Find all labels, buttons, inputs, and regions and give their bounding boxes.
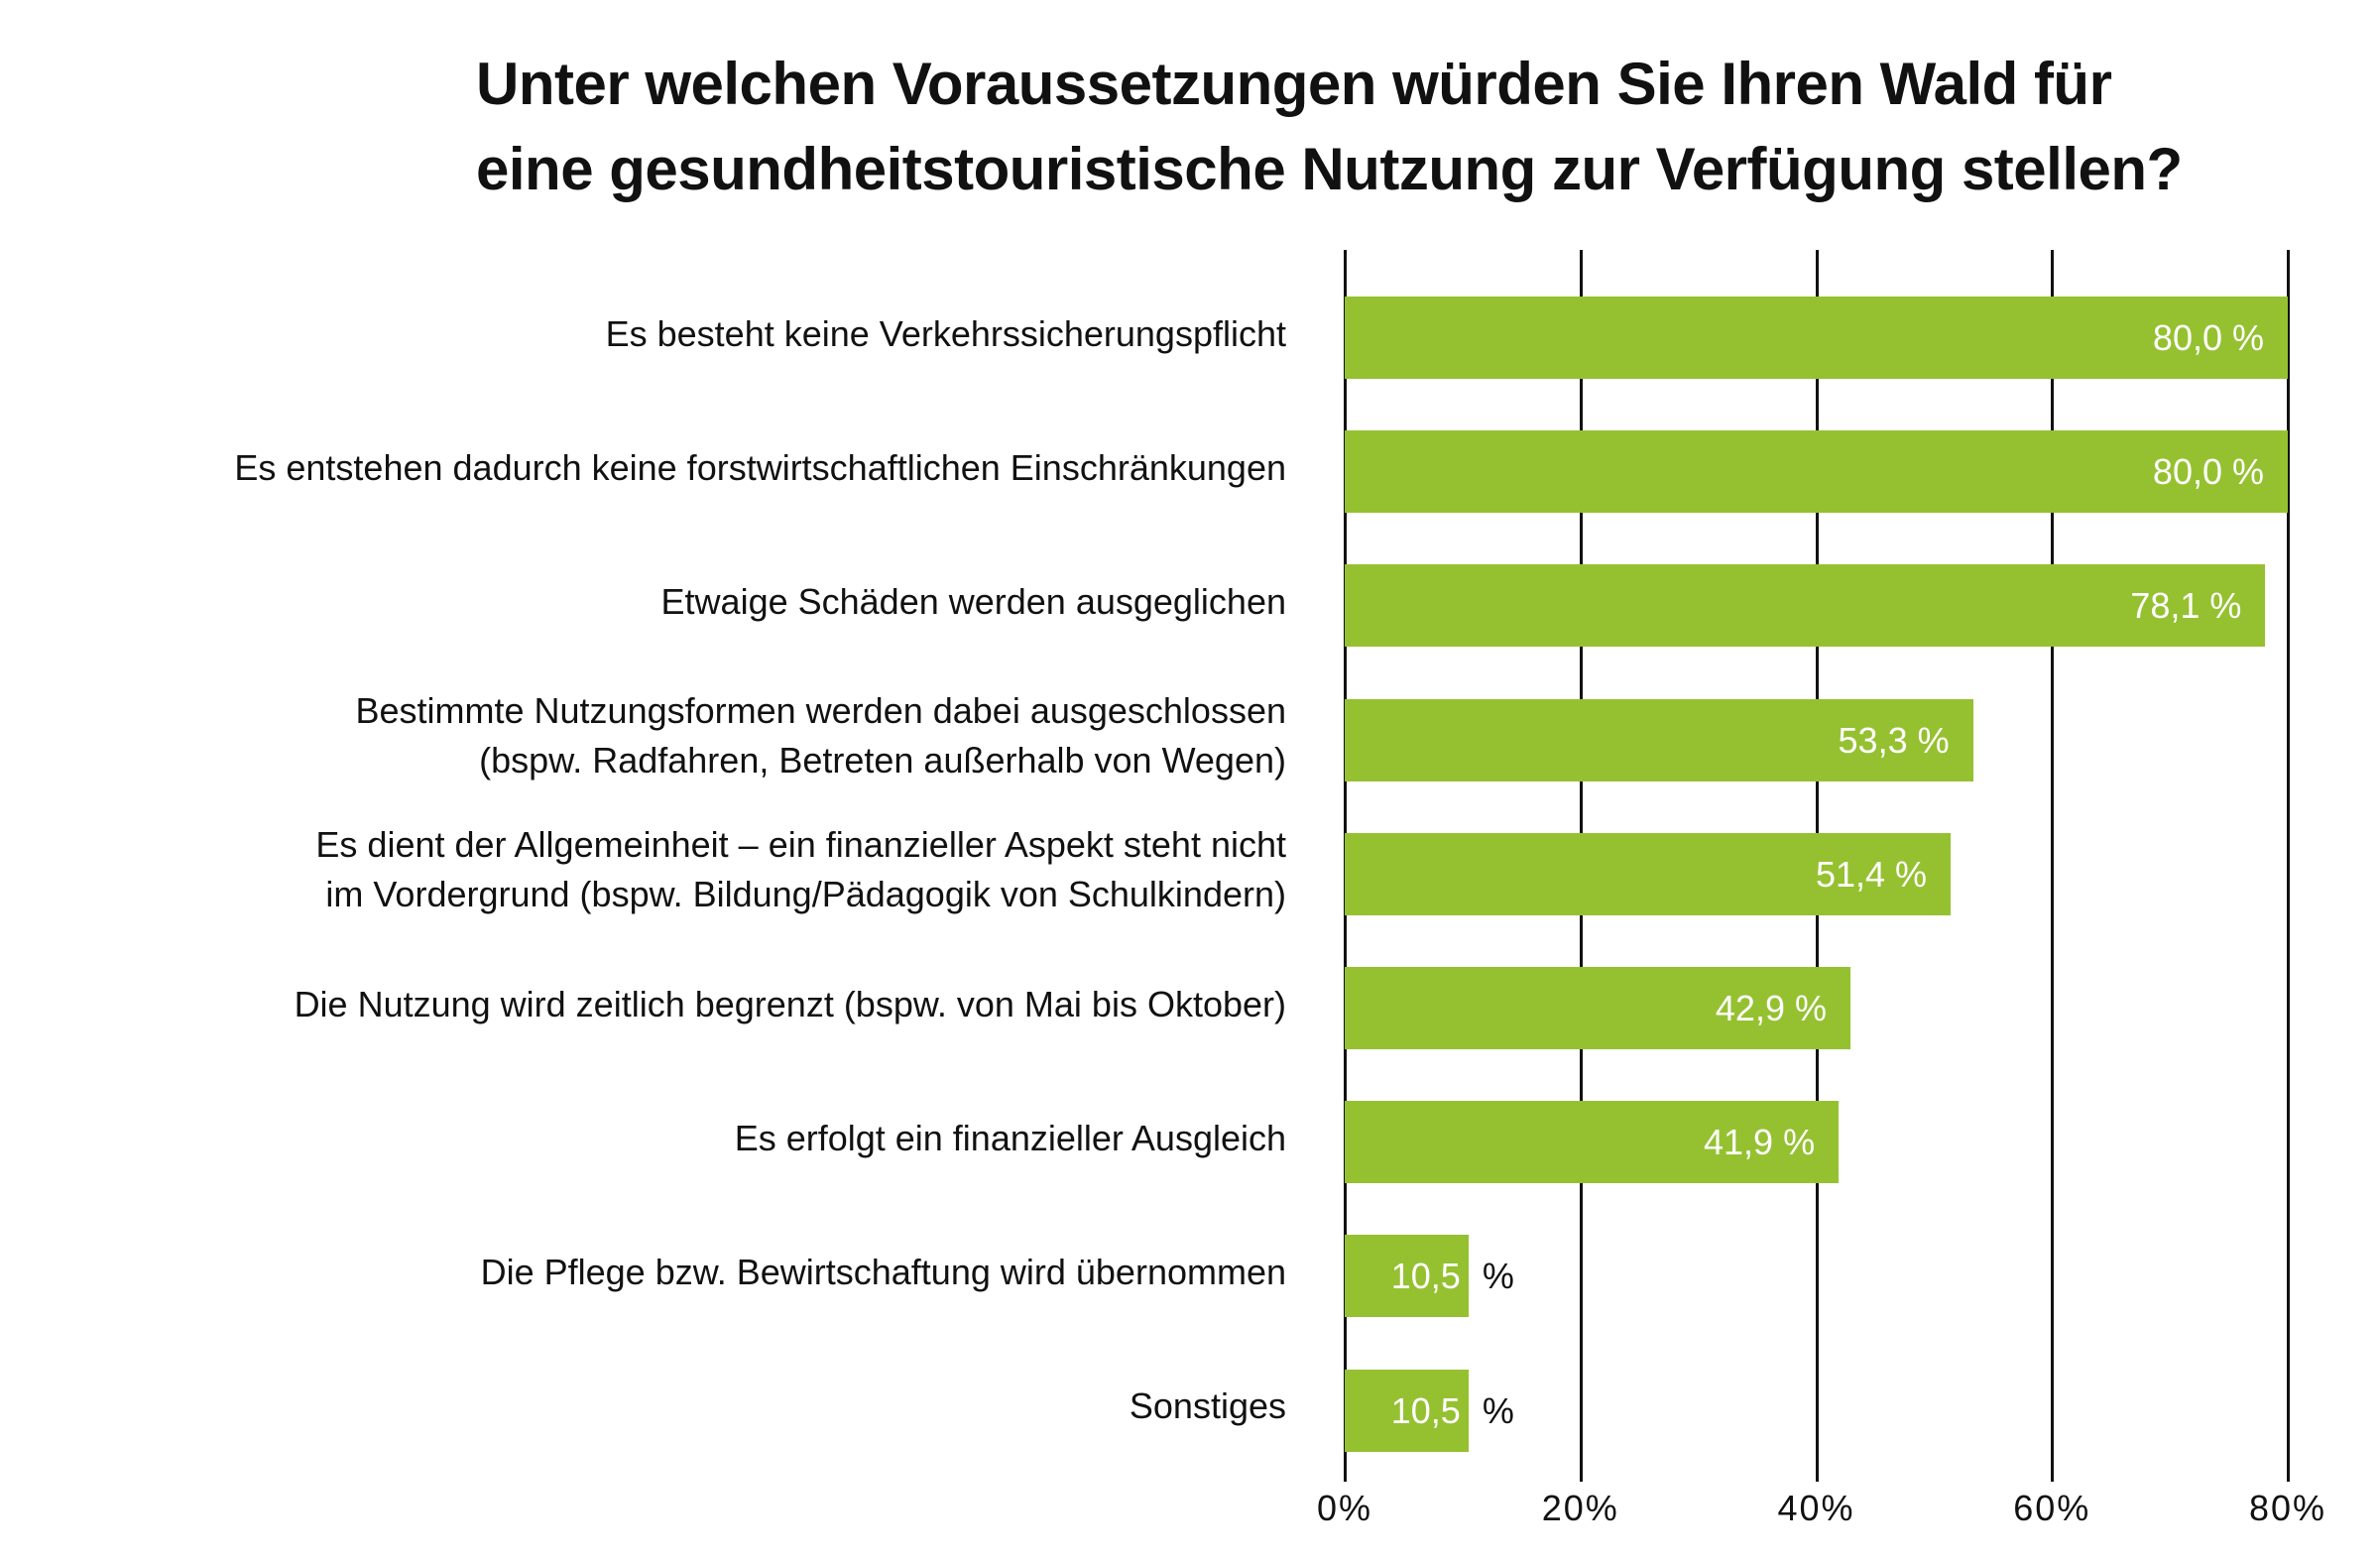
- category-label-line: Es dient der Allgemeinheit – ein finanzi…: [315, 824, 1286, 866]
- gridline: [2051, 250, 2055, 1482]
- bar: [1345, 430, 2288, 514]
- x-tick-label: 0%: [1316, 1488, 1373, 1528]
- data-label: 51,4 %: [1815, 853, 1928, 895]
- category-label-line: im Vordergrund (bspw. Bildung/Pädagogik …: [325, 874, 1286, 915]
- gridline: [2287, 250, 2290, 1482]
- x-tick-label: 80%: [2248, 1488, 2327, 1528]
- category-label-line: Es entstehen dadurch keine forstwirtscha…: [234, 446, 1286, 488]
- bar: [1345, 832, 1952, 915]
- data-label: 53,3 %: [1838, 719, 1950, 761]
- bar: [1345, 967, 1850, 1049]
- category-label: Es besteht keine Verkehrssicherungspflic…: [0, 309, 1286, 359]
- category-label-line: Die Pflege bzw. Bewirtschaftung wird übe…: [480, 1251, 1286, 1292]
- category-label-line: (bspw. Radfahren, Betreten außerhalb von…: [479, 740, 1286, 781]
- data-label: 42,9 %: [1715, 988, 1827, 1028]
- title-line-2: eine gesundheitstouristische Nutzung zur…: [476, 136, 2183, 202]
- category-label-line: Bestimmte Nutzungsformen werden dabei au…: [355, 690, 1287, 732]
- title-line-1: Unter welchen Voraussetzungen würden Sie…: [476, 51, 2112, 117]
- category-label: Es erfolgt ein finanzieller Ausgleich: [0, 1114, 1286, 1163]
- bar: [1345, 297, 2288, 379]
- bar: [1345, 698, 1973, 781]
- data-label: 78,1 %: [2130, 585, 2242, 627]
- category-label-line: Etwaige Schäden werden ausgeglichen: [660, 580, 1286, 622]
- bar: [1345, 1101, 1840, 1184]
- category-label: Bestimmte Nutzungsformen werden dabei au…: [0, 686, 1287, 785]
- category-label-line: Sonstiges: [1129, 1385, 1286, 1427]
- data-label-suffix: %: [1482, 1256, 1514, 1297]
- data-label: 80,0 %: [2152, 451, 2264, 493]
- category-label: Es entstehen dadurch keine forstwirtscha…: [0, 443, 1286, 493]
- bar: [1345, 564, 2266, 648]
- bar: [1345, 1235, 1469, 1318]
- data-label-suffix: %: [1482, 1389, 1514, 1431]
- data-label: 10,5: [1390, 1256, 1461, 1297]
- category-label: Es dient der Allgemeinheit – ein finanzi…: [0, 820, 1286, 919]
- category-label: Etwaige Schäden werden ausgeglichen: [0, 577, 1286, 627]
- data-label: 41,9 %: [1704, 1122, 1816, 1163]
- category-label: Die Nutzung wird zeitlich begrenzt (bspw…: [0, 980, 1286, 1029]
- category-label-line: Die Nutzung wird zeitlich begrenzt (bspw…: [294, 983, 1286, 1024]
- category-label: Die Pflege bzw. Bewirtschaftung wird übe…: [0, 1248, 1286, 1297]
- chart-title: Unter welchen Voraussetzungen würden Sie…: [476, 42, 2183, 212]
- category-label: Sonstiges: [0, 1382, 1286, 1431]
- category-label-line: Es besteht keine Verkehrssicherungspflic…: [605, 312, 1286, 354]
- bar: [1345, 1369, 1469, 1452]
- category-label-line: Es erfolgt ein finanzieller Ausgleich: [734, 1117, 1286, 1158]
- x-tick-label: 40%: [1777, 1488, 1855, 1528]
- x-tick-label: 60%: [2013, 1488, 2091, 1528]
- x-tick-label: 20%: [1541, 1488, 1619, 1528]
- data-label: 10,5: [1390, 1389, 1461, 1431]
- data-label: 80,0 %: [2152, 317, 2264, 358]
